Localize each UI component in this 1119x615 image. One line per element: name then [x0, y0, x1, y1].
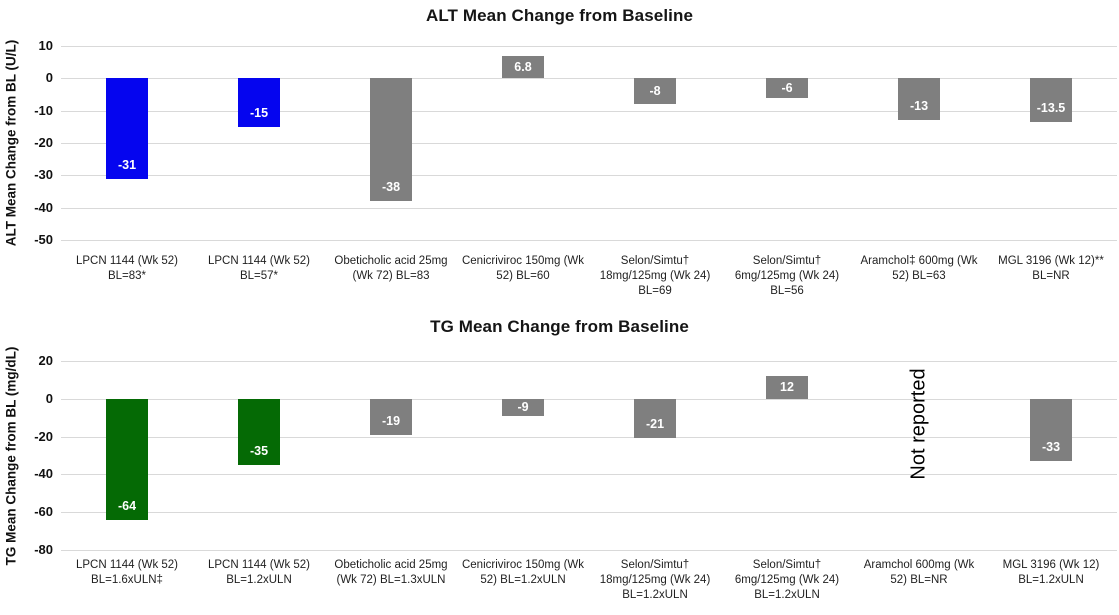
category-label: LPCN 1144 (Wk 52) BL=1.2xULN [207, 559, 311, 586]
bar: -19 [370, 398, 412, 435]
bar: -8 [634, 78, 676, 105]
y-tick-label: 20 [38, 353, 53, 368]
y-axis-ticks: 10 0 -10 -20 -30 -40 -50 [22, 38, 61, 247]
y-tick-label: -30 [34, 167, 53, 183]
x-axis-labels: LPCN 1144 (Wk 52) BL=83* LPCN 1144 (Wk 52… [61, 254, 1117, 299]
y-axis-title-text: ALT Mean Change from BL (U/L) [3, 39, 19, 247]
bar-value-label: -15 [249, 105, 269, 120]
bar: -9 [502, 398, 544, 416]
bar: -6 [766, 78, 808, 98]
bar: -38 [370, 78, 412, 202]
bar: -31 [106, 78, 148, 179]
plot-area: -64 -35 -19 -9 -21 12 Not reported -33 [61, 361, 1117, 551]
y-axis-title: ALT Mean Change from BL (U/L) [0, 40, 22, 247]
category-label: Cenicriviroc 150mg (Wk 52) BL=1.2xULN [461, 559, 585, 586]
bar-value-label: -64 [117, 498, 137, 513]
bar: 12 [766, 376, 808, 399]
category-label: Selon/Simtu† 18mg/125mg (Wk 24) BL=69 [599, 255, 711, 297]
bar-value-label: -33 [1041, 440, 1061, 455]
y-tick-label: 10 [38, 38, 53, 53]
bar-value-label: -13.5 [1036, 100, 1066, 115]
x-axis-labels: LPCN 1144 (Wk 52) BL=1.6xULN‡ LPCN 1144 (… [61, 558, 1117, 603]
gridline [61, 512, 1117, 514]
bar-value-label: -31 [117, 157, 137, 172]
bar: -15 [238, 78, 280, 127]
gridline [61, 240, 1117, 241]
category-label: LPCN 1144 (Wk 52) BL=83* [75, 255, 179, 282]
category-label: MGL 3196 (Wk 12) BL=1.2xULN [1002, 559, 1100, 586]
gridline [61, 110, 1117, 112]
gridline [61, 78, 1117, 80]
category-label: MGL 3196 (Wk 12)** BL=NR [998, 255, 1104, 282]
bar-value-label: 12 [780, 379, 794, 394]
y-tick-label: -40 [34, 199, 53, 215]
tg-chart: TG Mean Change from Baseline TG Mean Cha… [0, 315, 1119, 603]
y-axis-title-text: TG Mean Change from BL (mg/dL) [3, 346, 19, 565]
plot-area: -31 -15 -38 6.8 -8 -6 -13 -13.5 [61, 46, 1117, 241]
bar: -13.5 [1030, 78, 1072, 122]
category-label: Obeticholic acid 25mg (Wk 72) BL=83 [334, 255, 448, 282]
bar: 6.8 [502, 56, 544, 79]
alt-chart: ALT Mean Change from Baseline ALT Mean C… [0, 0, 1119, 299]
gridline [61, 550, 1117, 551]
chart-body: TG Mean Change from BL (mg/dL) 20 0 -20 -40… [0, 346, 1119, 565]
y-tick-label: 0 [45, 70, 53, 86]
bar-value-label: -35 [249, 443, 269, 458]
y-tick-label: -10 [34, 102, 53, 118]
bar-value-label: -38 [381, 180, 401, 195]
category-label: Selon/Simtu† 18mg/125mg (Wk 24) BL=1.2xU… [599, 559, 711, 601]
y-tick-label: -50 [34, 232, 53, 247]
bar-value-label: -8 [649, 83, 661, 98]
category-label: Aramchol‡ 600mg (Wk 52) BL=63 [860, 255, 978, 282]
category-label: Selon/Simtu† 6mg/125mg (Wk 24) BL=1.2xUL… [734, 559, 840, 601]
gridline [61, 436, 1117, 438]
y-tick-label: -80 [34, 542, 53, 557]
not-reported-annotation: Not reported [907, 368, 930, 480]
bar-value-label: -13 [909, 99, 929, 114]
category-label: LPCN 1144 (Wk 52) BL=1.6xULN‡ [75, 559, 179, 586]
category-label: Cenicriviroc 150mg (Wk 52) BL=60 [461, 255, 585, 282]
category-label: Obeticholic acid 25mg (Wk 72) BL=1.3xULN [334, 559, 448, 586]
y-tick-label: -20 [34, 428, 53, 444]
bar: -64 [106, 398, 148, 520]
y-tick-label: -20 [34, 135, 53, 150]
y-tick-label: -60 [34, 504, 53, 520]
gridline [61, 207, 1117, 209]
bar: -13 [898, 78, 940, 121]
gridline [61, 398, 1117, 400]
y-axis-ticks: 20 0 -20 -40 -60 -80 [22, 353, 61, 557]
chart-body: ALT Mean Change from BL (U/L) 10 0 -10 -20-… [0, 38, 1119, 247]
gridline [61, 474, 1117, 476]
bar: -21 [634, 398, 676, 439]
y-tick-label: -40 [34, 466, 53, 482]
bar-value-label: -9 [517, 399, 529, 414]
gridline [61, 361, 1117, 362]
bar: -33 [1030, 398, 1072, 462]
bar-value-label: -19 [381, 413, 401, 428]
bar: -35 [238, 398, 280, 465]
gridline [61, 46, 1117, 47]
chart-title: TG Mean Change from Baseline [430, 317, 689, 336]
category-label: Aramchol 600mg (Wk 52) BL=NR [863, 559, 975, 586]
bar-value-label: 6.8 [514, 59, 532, 74]
chart-title: ALT Mean Change from Baseline [425, 6, 694, 25]
category-label: LPCN 1144 (Wk 52) BL=57* [207, 255, 311, 282]
y-axis-title: TG Mean Change from BL (mg/dL) [0, 346, 22, 565]
gridline [61, 175, 1117, 177]
y-tick-label: 0 [45, 390, 53, 406]
bar-value-label: -6 [781, 80, 793, 95]
bar-value-label: -21 [645, 417, 665, 432]
category-label: Selon/Simtu† 6mg/125mg (Wk 24) BL=56 [734, 255, 840, 297]
gridline [61, 143, 1117, 144]
